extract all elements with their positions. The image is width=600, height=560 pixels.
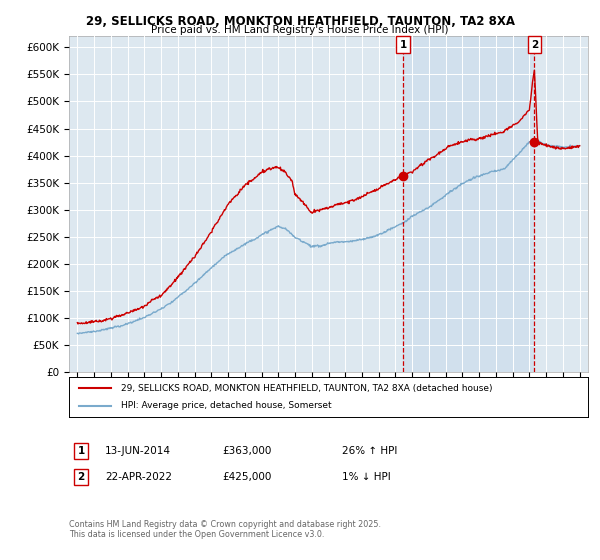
Text: 2: 2 xyxy=(531,40,538,49)
Text: 26% ↑ HPI: 26% ↑ HPI xyxy=(342,446,397,456)
Text: 22-APR-2022: 22-APR-2022 xyxy=(105,472,172,482)
Text: Price paid vs. HM Land Registry's House Price Index (HPI): Price paid vs. HM Land Registry's House … xyxy=(151,25,449,35)
Text: 13-JUN-2014: 13-JUN-2014 xyxy=(105,446,171,456)
Text: 29, SELLICKS ROAD, MONKTON HEATHFIELD, TAUNTON, TA2 8XA (detached house): 29, SELLICKS ROAD, MONKTON HEATHFIELD, T… xyxy=(121,384,493,393)
Text: 1% ↓ HPI: 1% ↓ HPI xyxy=(342,472,391,482)
Text: 1: 1 xyxy=(77,446,85,456)
Text: £363,000: £363,000 xyxy=(222,446,271,456)
Bar xyxy=(403,36,535,372)
Text: £425,000: £425,000 xyxy=(222,472,271,482)
Text: 29, SELLICKS ROAD, MONKTON HEATHFIELD, TAUNTON, TA2 8XA: 29, SELLICKS ROAD, MONKTON HEATHFIELD, T… xyxy=(86,15,515,28)
Text: Contains HM Land Registry data © Crown copyright and database right 2025.
This d: Contains HM Land Registry data © Crown c… xyxy=(69,520,381,539)
Text: HPI: Average price, detached house, Somerset: HPI: Average price, detached house, Some… xyxy=(121,402,332,410)
Text: 2: 2 xyxy=(77,472,85,482)
Text: 1: 1 xyxy=(400,40,407,49)
